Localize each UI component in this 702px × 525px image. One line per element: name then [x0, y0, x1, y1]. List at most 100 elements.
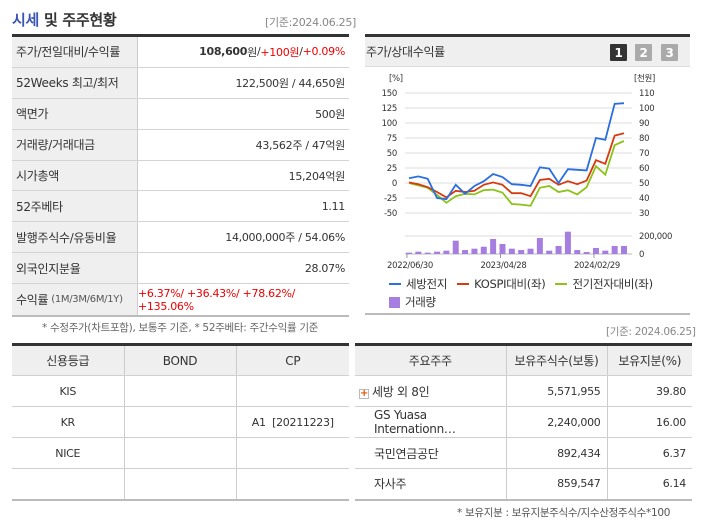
- cell: 자사주: [355, 468, 507, 500]
- summary-row-price: 주가/전일대비/수익률 108,600 원 / +100원 / +0.09%: [12, 37, 349, 68]
- row-value: 14,000,000주 / 54.06%: [225, 231, 345, 245]
- right-tick-label: 80: [639, 134, 649, 144]
- change-rate: +0.09%: [302, 45, 346, 59]
- legend-swatch: [555, 283, 568, 285]
- volume-bar: [611, 245, 618, 254]
- chart-title: 주가/상대수익률: [366, 45, 445, 59]
- chart-page-2-button[interactable]: 2: [635, 44, 652, 61]
- right-tick-label: 70: [639, 149, 649, 159]
- left-tick-label: 25: [387, 164, 397, 174]
- volume-bar: [471, 248, 478, 254]
- row-label: 발행주식수/유동비율: [12, 222, 138, 253]
- shareholders-note: * 보유지분 : 보유지분주식수/지수산정주식수*100: [457, 507, 671, 519]
- table-row: 국민연금공단 892,434 6.37: [355, 437, 692, 469]
- left-tick-label: 50: [387, 149, 397, 159]
- legend-label: 거래량: [405, 295, 436, 309]
- volume-tick-label: 200,000: [639, 232, 672, 242]
- cell: [124, 406, 237, 438]
- legend-item: 거래량: [389, 294, 689, 310]
- basis-date: [기준:2024.06.25]: [265, 16, 357, 29]
- volume-bar: [555, 245, 562, 254]
- chart-panel: 주가/상대수익률 1 2 3: [365, 34, 690, 315]
- chart-header: 주가/상대수익률 1 2 3: [365, 37, 690, 67]
- row-label: 52Weeks 최고/최저: [12, 67, 138, 98]
- right-tick-label: 90: [639, 119, 649, 129]
- cell: KIS: [12, 375, 125, 407]
- legend-item: 전기전자대비(좌): [555, 276, 653, 292]
- legend-label: KOSPI대비(좌): [474, 277, 546, 291]
- sep: /: [256, 45, 261, 59]
- table-row: + 세방 외 8인 5,571,955 39.80: [355, 375, 692, 407]
- summary-row: 거래량/거래대금 43,562주 / 47억원: [12, 129, 349, 161]
- cell: 2,240,000: [506, 406, 608, 438]
- legend-item: KOSPI대비(좌): [457, 276, 546, 292]
- cell: A1 [20211223]: [236, 406, 349, 438]
- cell: 859,547: [506, 468, 608, 500]
- row-label: 수익률 (1M/3M/6M/1Y): [12, 284, 138, 316]
- price-unit: 원: [247, 45, 257, 59]
- summary-row: 액면가 500원: [12, 98, 349, 130]
- holder-name: 세방 외 8인: [372, 384, 430, 399]
- chart-page-3-button[interactable]: 3: [661, 44, 678, 61]
- volume-bar: [546, 250, 553, 254]
- header-cell: 보유주식수(보통): [506, 344, 608, 376]
- header-cell: 신용등급: [12, 344, 125, 376]
- left-tick-label: 75: [387, 134, 397, 144]
- left-tick-label: 125: [382, 104, 397, 114]
- change: +100원: [260, 45, 300, 59]
- volume-bar: [592, 247, 599, 254]
- row-label: 외국인지분율: [12, 253, 138, 284]
- table-row: NICE: [12, 437, 349, 469]
- table-header: 주요주주 보유주식수(보통) 보유지분(%): [355, 344, 692, 376]
- summary-row: 외국인지분율 28.07%: [12, 253, 349, 285]
- table-row: KIS: [12, 375, 349, 407]
- volume-bar: [452, 240, 459, 254]
- left-tick-label: -25: [384, 194, 397, 204]
- cell: 39.80: [607, 375, 692, 407]
- right-tick-label: 50: [639, 179, 649, 189]
- row-value: 15,204억원: [288, 169, 346, 183]
- cell: 6.14: [607, 468, 692, 500]
- left-unit-label: [%]: [389, 74, 403, 84]
- sep: /: [299, 45, 303, 59]
- price: 108,600: [199, 45, 248, 59]
- expand-plus-icon[interactable]: +: [359, 387, 369, 399]
- summary-row: 시가총액 15,204억원: [12, 160, 349, 192]
- left-tick-label: 0: [392, 179, 397, 189]
- cell: [236, 375, 349, 407]
- cell: KR: [12, 406, 125, 438]
- table-row: [12, 468, 349, 500]
- volume-bar: [583, 252, 590, 254]
- cell: 5,571,955: [506, 375, 608, 407]
- volume-bar: [527, 248, 534, 254]
- summary-row: 발행주식수/유동비율 14,000,000주 / 54.06%: [12, 222, 349, 254]
- row-value: 1.11: [321, 199, 346, 213]
- header-cell: BOND: [124, 344, 237, 376]
- row-label: 액면가: [12, 98, 138, 129]
- legend-label: 세방전지: [406, 277, 448, 291]
- volume-bar: [480, 246, 487, 254]
- volume-tick-label: 0: [639, 250, 644, 260]
- left-tick-label: 100: [382, 119, 397, 129]
- row-value: 43,562주 / 47억원: [255, 138, 346, 152]
- summary-row: 52Weeks 최고/최저 122,500원 / 44,650원: [12, 67, 349, 99]
- cell: [12, 468, 125, 500]
- row-value: 108,600 원 / +100원 / +0.09%: [138, 37, 349, 67]
- summary-table: 주가/전일대비/수익률 108,600 원 / +100원 / +0.09% 52…: [12, 34, 349, 318]
- row-label: 주가/전일대비/수익률: [12, 37, 138, 67]
- x-tick-label: 2022/06/30: [387, 261, 433, 271]
- volume-bar: [574, 250, 581, 254]
- legend-swatch: [389, 296, 400, 308]
- chart-page-1-button[interactable]: 1: [610, 44, 627, 61]
- summary-row: 52주베타 1.11: [12, 191, 349, 223]
- series-line: [408, 140, 625, 207]
- cell: [236, 468, 349, 500]
- header-cell: 주요주주: [355, 344, 507, 376]
- page-title: 시세 및 주주현황: [12, 9, 117, 30]
- volume-bar: [508, 248, 515, 254]
- label-sub: (1M/3M/6M/1Y): [51, 294, 123, 306]
- cell: [236, 437, 349, 469]
- summary-note: * 수정주가(차트포함), 보통주 기준, * 52주베타: 주간수익률 기준: [42, 322, 319, 334]
- table-header: 신용등급 BOND CP: [12, 344, 349, 376]
- right-tick-label: 30: [639, 209, 649, 219]
